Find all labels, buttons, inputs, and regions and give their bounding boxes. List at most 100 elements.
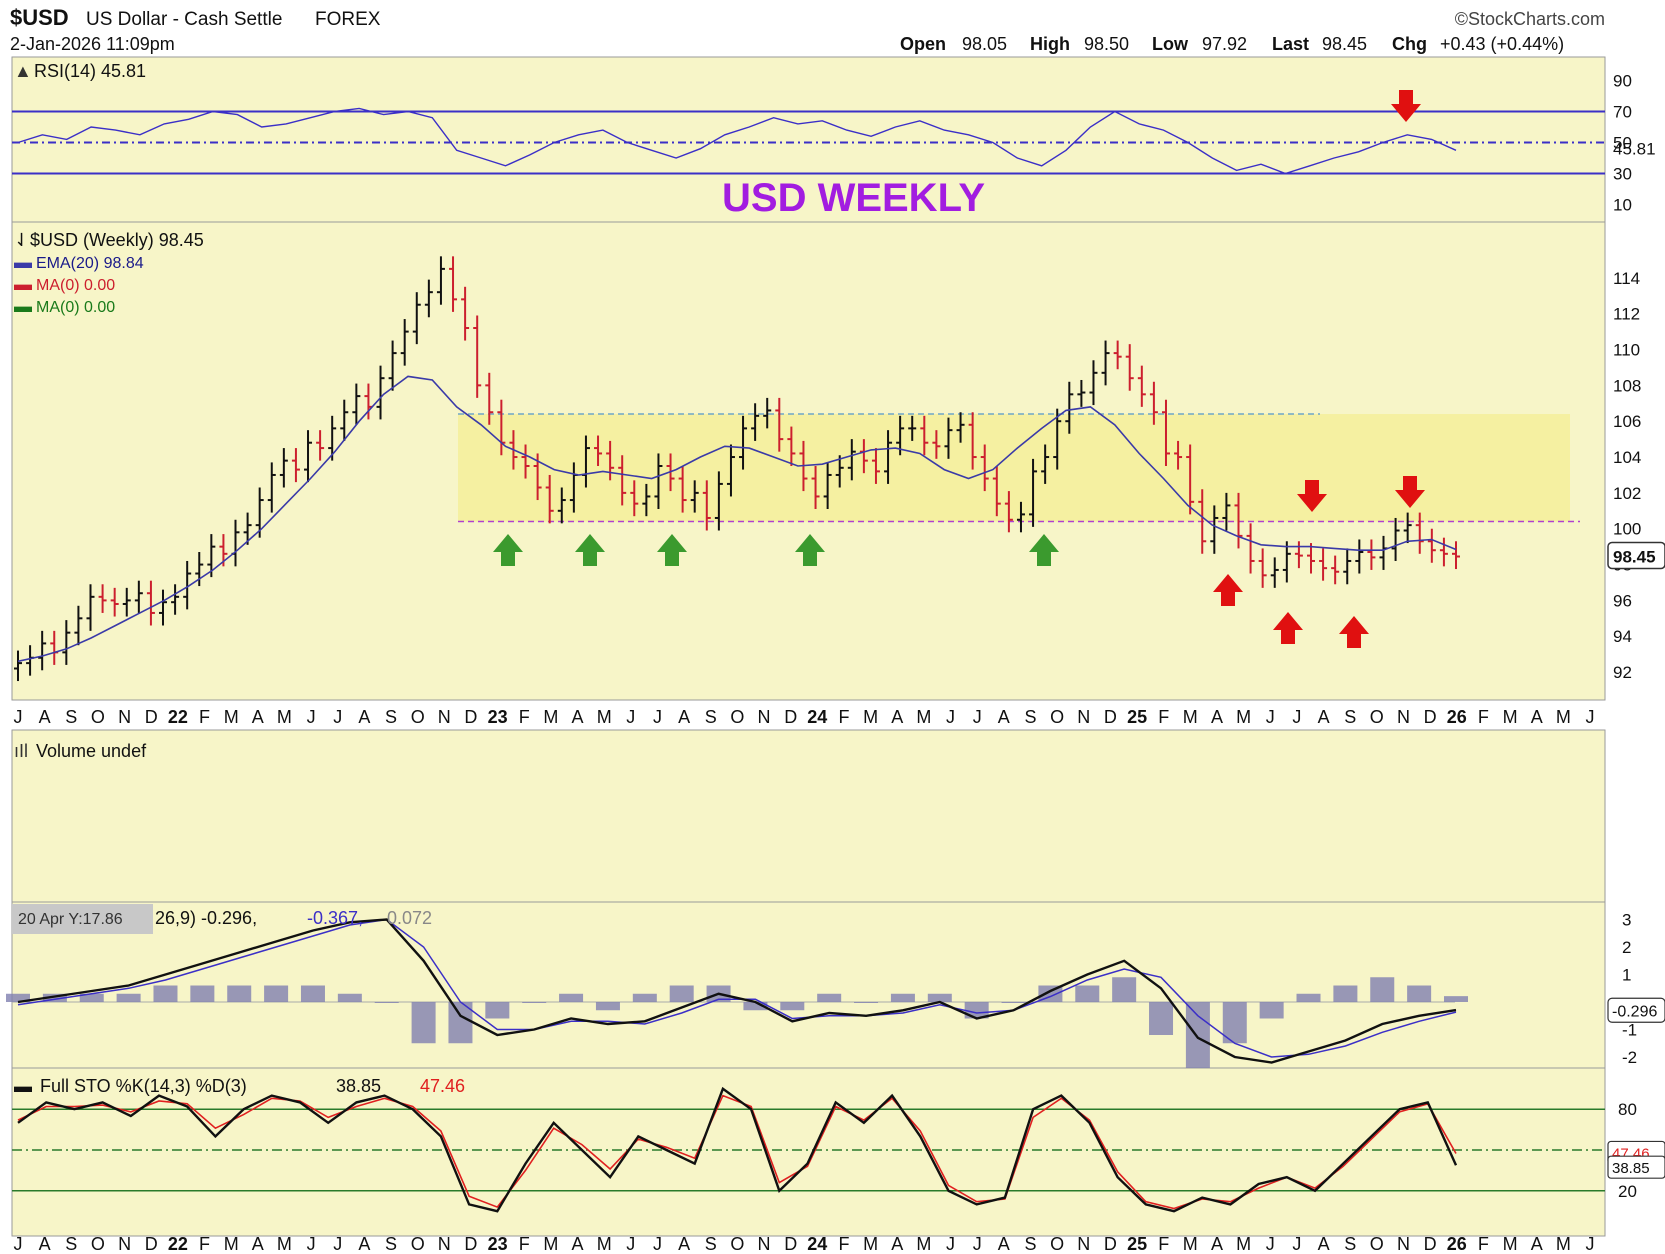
last-value: 98.45 [1322,34,1367,54]
x-tick-label: A [39,1234,51,1254]
macd-histogram-bar [854,1002,879,1003]
x-tick-label: 23 [488,1234,508,1254]
x-tick-label: D [145,707,158,727]
low-label: Low [1152,34,1189,54]
rsi-y-tick: 10 [1613,196,1632,215]
x-tick-label: S [1344,707,1356,727]
ohlc-readout: Open 98.05 High 98.50 Low 97.92 Last 98.… [900,34,1564,54]
ma1-legend-swatch: ▬ [14,274,32,294]
rsi-legend: RSI(14) 45.81 [34,61,146,81]
last-label: Last [1272,34,1309,54]
x-tick-label: 26 [1447,1234,1467,1254]
x-tick-label: A [358,707,370,727]
x-tick-label: J [1586,1234,1595,1254]
macd-histogram-bar [1185,1002,1210,1068]
brand[interactable]: ©StockCharts.com [1455,9,1605,29]
x-tick-label: N [1077,707,1090,727]
x-tick-label: M [543,1234,558,1254]
x-tick-label: A [678,707,690,727]
x-tick-label: A [1318,707,1330,727]
macd-histogram-bar [337,993,362,1002]
x-tick-label: A [358,1234,370,1254]
macd-histogram-bar [1259,1002,1284,1019]
x-tick-label: M [224,1234,239,1254]
x-tick-label: J [946,1234,955,1254]
x-tick-label: J [1292,707,1301,727]
x-tick-label: O [1050,707,1064,727]
macd-y-tick: 2 [1622,938,1631,957]
panel-rsi [11,56,1606,223]
sto-legend-k: 38.85 [336,1076,381,1096]
x-tick-label: F [519,1234,530,1254]
macd-histogram-bar [1296,993,1321,1002]
exchange: FOREX [315,9,381,30]
macd-histogram-bar [890,993,915,1002]
sto-legend: Full STO %K(14,3) %D(3) [40,1076,247,1096]
price-y-tick: 110 [1613,341,1640,360]
sto-k-last: 38.85 [1612,1160,1650,1177]
macd-y-tick: -1 [1622,1021,1637,1040]
open-label: Open [900,34,946,54]
macd-histogram-bar [817,993,842,1002]
x-tick-label: J [14,707,23,727]
x-tick-label: F [1478,1234,1489,1254]
green-up-arrow [795,534,825,566]
overlay-title: USD WEEKLY [722,176,985,220]
macd-histogram-bar [1112,977,1137,1002]
x-tick-label: N [758,707,771,727]
price-y-tick: 92 [1613,663,1632,682]
x-tick-label: 25 [1127,707,1147,727]
sto-legend-swatch: ▬ [14,1076,32,1096]
price-y-tick: 112 [1613,305,1640,324]
macd-line [17,918,1457,1064]
macd-last-value: -0.296 [1612,1003,1657,1020]
x-tick-label: D [145,1234,158,1254]
macd-histogram-bar [927,993,952,1002]
ema-legend: EMA(20) 98.84 [36,255,144,272]
x-tick-label: F [1158,707,1169,727]
legends: ▲ RSI(14) 45.81 ⇃ $USD (Weekly) 98.45 ▬ … [12,61,465,1096]
x-tick-label: 22 [168,1234,188,1254]
sto-k-line [17,1086,1458,1213]
price-y-tick: 94 [1613,627,1632,646]
red-up-arrow [1213,574,1243,606]
x-tick-label: N [118,1234,131,1254]
x-tick-label: D [464,707,477,727]
x-tick-label: J [307,1234,316,1254]
x-tick-label: N [1077,1234,1090,1254]
ema-line [17,375,1457,663]
x-tick-label: 25 [1127,1234,1147,1254]
red-down-arrow [1297,480,1327,512]
price-y-tick: 108 [1613,376,1641,395]
x-tick-label: J [14,1234,23,1254]
consolidation-zone [458,414,1570,522]
x-tick-label: M [1556,1234,1571,1254]
x-tick-label: S [385,1234,397,1254]
x-tick-label: J [1586,707,1595,727]
x-tick-label: A [1531,1234,1543,1254]
x-tick-label: D [784,1234,797,1254]
x-tick-label: F [519,707,530,727]
ma2-legend: MA(0) 0.00 [36,299,115,316]
panel-vol [11,729,1606,903]
macd-histogram-bar [300,985,325,1002]
x-tick-label: J [973,1234,982,1254]
x-tick-label: M [916,707,931,727]
x-tick-label: S [1344,1234,1356,1254]
macd-histogram-bar [116,993,141,1002]
x-tick-label: D [784,707,797,727]
macd-last-tag [1607,997,1665,1023]
x-tick-label: M [224,707,239,727]
green-up-arrow [493,534,523,566]
macd-histogram-bar [374,1002,399,1003]
x-tick-label: D [1424,1234,1437,1254]
x-tick-label: M [277,707,292,727]
x-tick-label: J [973,707,982,727]
x-tick-label: F [199,707,210,727]
sto-k-tag [1607,1155,1665,1179]
x-tick-label: A [998,707,1010,727]
x-tick-label: F [199,1234,210,1254]
macd-histogram-bar [1370,977,1395,1002]
last-price-value: 98.45 [1613,547,1656,566]
price-y-tick: 96 [1613,591,1632,610]
